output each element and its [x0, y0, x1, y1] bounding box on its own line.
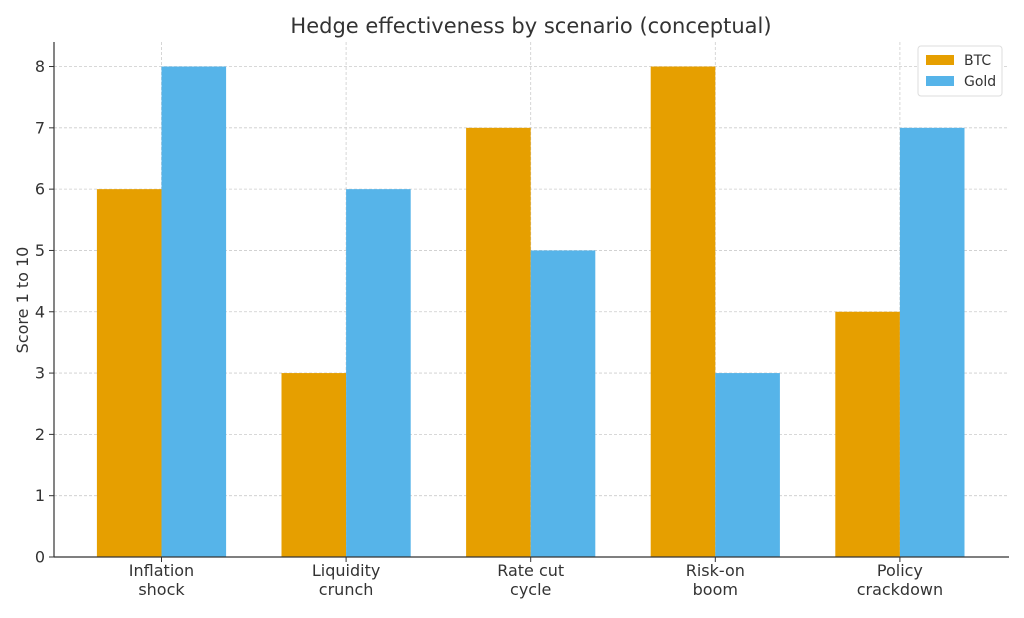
bar-btc-4: [835, 311, 900, 557]
x-tick-label: Policy crackdown: [857, 561, 943, 599]
y-tick-label: 7: [35, 118, 45, 137]
axes: [49, 42, 1009, 562]
y-tick-label: 2: [35, 425, 45, 444]
legend-label-gold: Gold: [964, 74, 996, 90]
y-axis-label: Score 1 to 10: [13, 247, 32, 354]
bars: [96, 66, 965, 558]
bar-gold-2: [530, 250, 596, 557]
x-tick-label: Inflation shock: [129, 561, 194, 599]
bar-gold-1: [346, 189, 411, 557]
bar-btc-1: [281, 373, 347, 557]
chart-title: Hedge effectiveness by scenario (concept…: [290, 14, 771, 38]
y-tick-label: 1: [35, 486, 45, 505]
bar-gold-3: [715, 373, 780, 557]
bar-btc-2: [466, 127, 531, 557]
bar-gold-0: [161, 66, 227, 558]
x-tick-label: Rate cut cycle: [497, 561, 564, 599]
bar-gold-4: [899, 127, 965, 557]
legend-swatch-btc: [926, 55, 954, 65]
bar-btc-0: [96, 189, 162, 557]
legend-label-btc: BTC: [964, 53, 991, 69]
y-tick-label: 5: [35, 241, 45, 260]
tick-labels: 0 1 2 3 4 5 6 7 8 Inflation shock Liquidity crunch Ra…: [35, 57, 943, 599]
y-tick-label: 6: [35, 180, 45, 199]
y-tick-label: 3: [35, 364, 45, 383]
y-tick-label: 0: [35, 548, 45, 567]
y-tick-label: 4: [35, 302, 45, 321]
bar-btc-3: [650, 66, 716, 558]
y-tick-label: 8: [35, 57, 45, 76]
x-tick-label: Risk-on boom: [686, 561, 745, 599]
x-tick-label: Liquidity crunch: [312, 561, 380, 599]
legend: BTC Gold: [917, 45, 1003, 97]
legend-swatch-gold: [926, 76, 954, 86]
